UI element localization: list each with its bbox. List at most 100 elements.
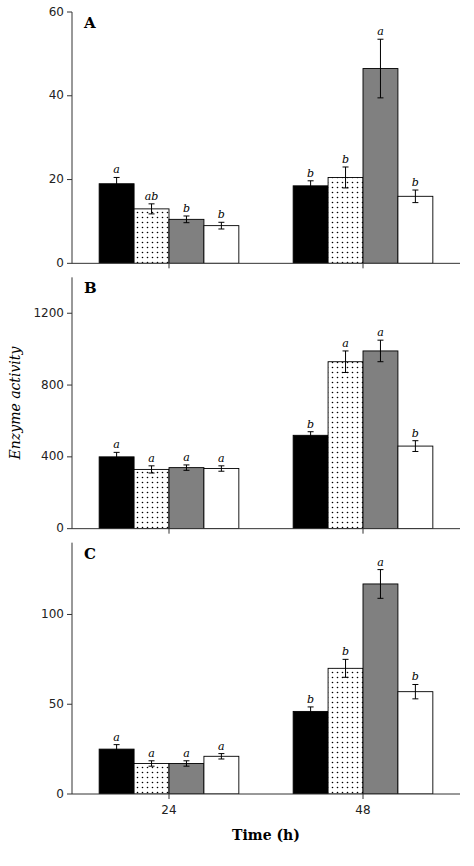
significance-letter: a	[218, 452, 225, 465]
error-line	[310, 181, 311, 191]
bar	[328, 668, 363, 794]
bar	[204, 469, 239, 529]
y-tick	[67, 12, 72, 13]
significance-letter: b	[307, 418, 314, 431]
y-tick	[67, 614, 72, 615]
error-cap	[308, 431, 314, 432]
x-axis	[72, 794, 460, 795]
bar	[293, 186, 328, 263]
error-bar	[377, 570, 383, 599]
error-cap	[218, 471, 224, 472]
error-cap	[377, 340, 383, 341]
error-line	[151, 761, 152, 766]
error-cap	[149, 213, 155, 214]
error-bar	[149, 466, 155, 473]
error-line	[345, 659, 346, 677]
error-cap	[149, 473, 155, 474]
bar	[169, 468, 204, 529]
significance-letter: b	[307, 693, 314, 706]
bar	[169, 763, 204, 794]
error-cap	[377, 97, 383, 98]
error-cap	[343, 187, 349, 188]
background	[0, 0, 474, 866]
bar	[293, 435, 328, 528]
error-line	[380, 340, 381, 362]
error-cap	[308, 180, 314, 181]
error-cap	[149, 203, 155, 204]
significance-letter: ab	[145, 190, 159, 203]
error-bar	[377, 39, 383, 98]
y-tick	[67, 704, 72, 705]
y-tick-label: 60	[49, 5, 64, 19]
error-cap	[218, 465, 224, 466]
error-cap	[343, 659, 349, 660]
y-tick	[67, 263, 72, 264]
bar	[99, 749, 134, 794]
error-bar	[218, 754, 224, 759]
significance-letter: a	[183, 747, 190, 760]
panel: 04008001200abaaaaabB	[33, 277, 460, 535]
x-tick	[363, 794, 364, 799]
error-cap	[183, 760, 189, 761]
error-line	[151, 204, 152, 214]
error-bar	[114, 177, 120, 190]
error-line	[116, 452, 117, 461]
error-cap	[343, 372, 349, 373]
error-bar	[308, 181, 314, 191]
error-bar	[412, 441, 418, 452]
bar	[363, 584, 398, 794]
error-cap	[183, 222, 189, 223]
y-tick-label: 20	[49, 172, 64, 186]
error-cap	[377, 569, 383, 570]
significance-letter: a	[148, 452, 155, 465]
error-bar	[308, 707, 314, 716]
y-tick-label: 40	[49, 88, 64, 102]
error-cap	[377, 39, 383, 40]
panel-label: B	[84, 279, 97, 297]
error-bar	[343, 659, 349, 677]
panel: 0204060ababbbabbA	[49, 5, 460, 270]
significance-letter: b	[342, 153, 349, 166]
error-cap	[308, 706, 314, 707]
error-line	[221, 466, 222, 471]
error-cap	[412, 202, 418, 203]
error-cap	[218, 753, 224, 754]
error-cap	[218, 758, 224, 759]
y-tick	[67, 179, 72, 180]
error-cap	[114, 461, 120, 462]
bar	[293, 711, 328, 794]
error-line	[310, 707, 311, 716]
error-bar	[149, 761, 155, 766]
error-line	[415, 684, 416, 698]
significance-letter: b	[218, 208, 225, 221]
error-line	[415, 441, 416, 452]
error-cap	[343, 677, 349, 678]
error-cap	[114, 177, 120, 178]
error-line	[116, 745, 117, 754]
y-tick	[67, 456, 72, 457]
error-line	[345, 351, 346, 373]
error-bar	[183, 465, 189, 470]
bar	[363, 69, 398, 264]
panel-label: C	[84, 545, 96, 563]
error-cap	[343, 166, 349, 167]
significance-letter: b	[183, 202, 190, 215]
error-bar	[412, 684, 418, 698]
y-tick	[67, 385, 72, 386]
error-bar	[183, 761, 189, 766]
error-cap	[114, 190, 120, 191]
error-bar	[343, 167, 349, 188]
error-cap	[308, 438, 314, 439]
error-bar	[114, 452, 120, 461]
error-bar	[377, 340, 383, 362]
bar	[328, 177, 363, 263]
y-tick-label: 800	[41, 378, 64, 392]
panel: 050100ababaaab2448CTime (h)	[41, 543, 460, 843]
y-tick	[67, 95, 72, 96]
error-line	[186, 216, 187, 223]
error-cap	[412, 440, 418, 441]
bar	[363, 351, 398, 529]
x-axis-label: Time (h)	[232, 827, 300, 843]
bar	[134, 209, 169, 263]
x-tick	[363, 529, 364, 534]
